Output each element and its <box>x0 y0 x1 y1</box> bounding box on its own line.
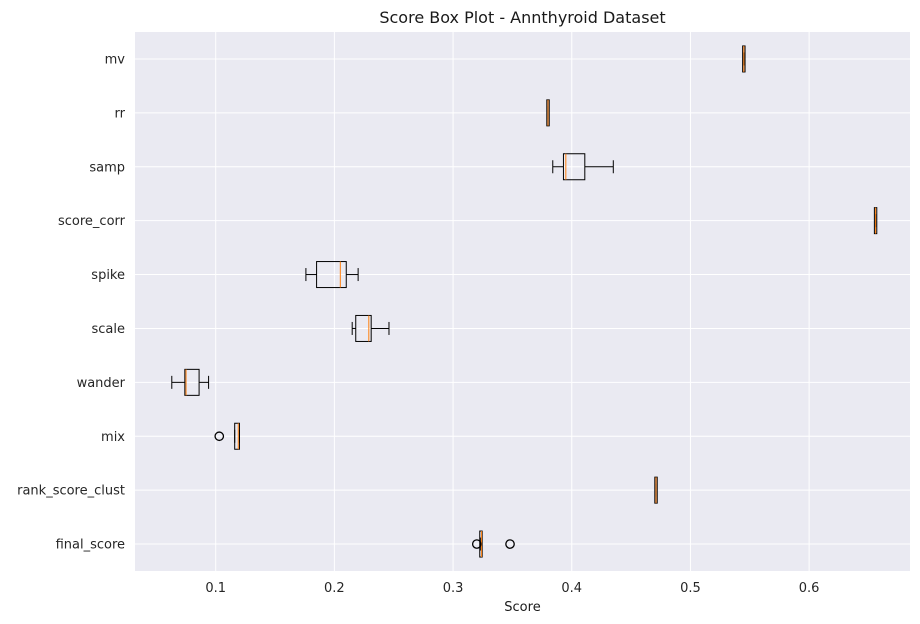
box-marks <box>171 45 878 558</box>
box-wander <box>171 368 210 396</box>
box-iqr <box>316 261 347 289</box>
box-iqr <box>184 368 200 396</box>
y-tick-label: rank_score_clust <box>17 484 125 499</box>
plot-area <box>135 32 910 571</box>
outlier-point <box>214 431 225 442</box>
box-iqr <box>234 422 240 450</box>
chart-title: Score Box Plot - Annthyroid Dataset <box>379 8 665 27</box>
y-tick-label: wander <box>77 376 126 391</box>
box-iqr <box>562 153 586 181</box>
x-tick-label: 0.3 <box>443 581 464 596</box>
x-tick-label: 0.1 <box>205 581 226 596</box>
y-tick-label: score_corr <box>58 214 126 229</box>
outlier-point <box>505 539 515 549</box>
y-tick-label: spike <box>91 268 125 283</box>
box-score_corr <box>873 207 878 235</box>
box-scale <box>351 314 390 342</box>
y-tick-label: rr <box>115 106 126 121</box>
x-tick-label: 0.5 <box>680 581 701 596</box>
y-tick-label: mv <box>105 52 126 67</box>
box-iqr <box>479 530 483 558</box>
box-final_score <box>471 530 515 558</box>
box-spike <box>305 261 359 289</box>
box-mix <box>214 422 240 450</box>
grid-lines <box>135 32 910 571</box>
x-tick-labels: 0.1 0.2 0.3 0.4 0.5 0.6 <box>205 581 819 596</box>
y-tick-label: final_score <box>56 538 125 553</box>
y-tick-label: scale <box>92 322 126 337</box>
box-iqr <box>355 314 372 342</box>
box-samp <box>552 153 614 181</box>
x-tick-label: 0.2 <box>324 581 345 596</box>
outlier-point <box>471 539 482 549</box>
x-tick-label: 0.6 <box>799 581 820 596</box>
box-rr <box>546 99 550 127</box>
box-mv <box>742 45 746 73</box>
x-axis-label: Score <box>504 600 540 615</box>
y-tick-label: samp <box>89 160 125 175</box>
y-tick-label: mix <box>101 430 125 445</box>
x-tick-label: 0.4 <box>561 581 582 596</box>
box-rank_score_clust <box>654 476 658 504</box>
